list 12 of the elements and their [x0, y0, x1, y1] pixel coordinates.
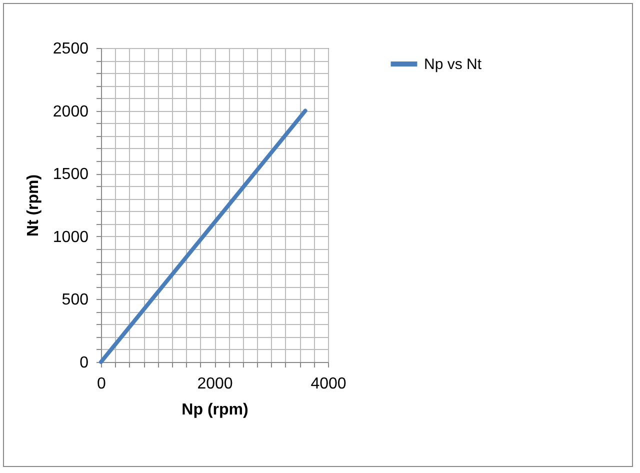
y-tick-label: 2500 — [52, 40, 89, 58]
x-tick-label: 4000 — [310, 376, 346, 392]
y-tick-label: 500 — [62, 292, 89, 309]
y-tick-label: 0 — [80, 354, 89, 372]
y-tick-label: 1000 — [52, 228, 89, 246]
legend-label: Np vs Nt — [424, 56, 482, 73]
y-tick-label: 1500 — [52, 166, 89, 184]
x-tick-label: 2000 — [197, 376, 233, 392]
y-tick-label: 2000 — [52, 103, 89, 120]
x-axis-title: Np (rpm) — [182, 402, 248, 418]
x-tick-label: 0 — [97, 376, 106, 392]
y-axis-title: Nt (rpm) — [24, 174, 42, 237]
